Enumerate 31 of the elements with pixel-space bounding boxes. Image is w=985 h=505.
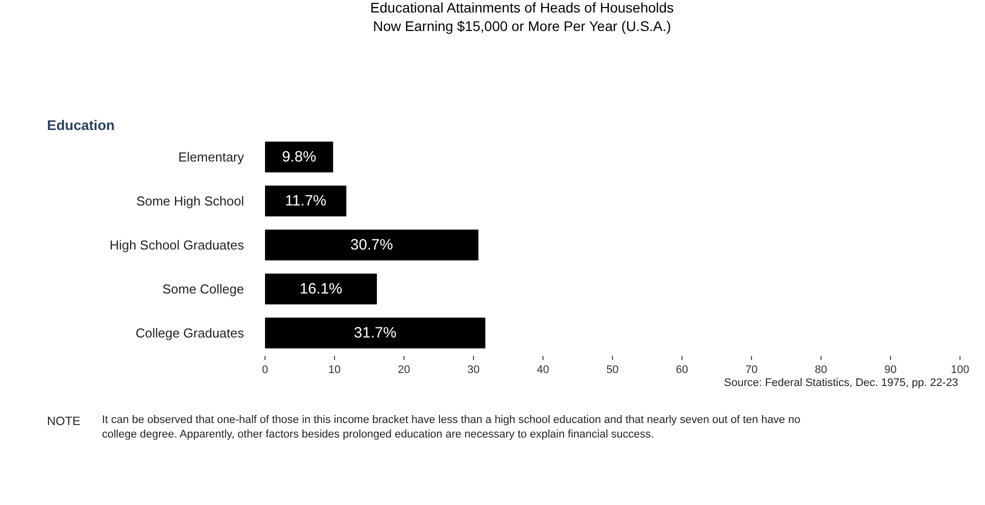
x-tick-label: 20 xyxy=(398,364,410,376)
y-tick-label: Some High School xyxy=(136,194,244,209)
bar xyxy=(265,230,478,260)
x-tick-label: 80 xyxy=(814,364,828,376)
text: It can be observed that one-half of those in this income bracket have less than a high school education and that nearly seven out of ten have no college degree. Apparently, other factors besides prolonged education are necessary to explain financial success. xyxy=(102,414,800,440)
data-label: 30.7% xyxy=(350,236,393,254)
x-tick-label: 40 xyxy=(536,364,550,376)
x-tick-label: 70 xyxy=(745,364,758,376)
data-label: 11.7% xyxy=(284,192,326,210)
x-tick-label: 10 xyxy=(328,364,341,376)
chart-title: Educational Attainments of Heads of Households Now Earning $15,000 or More Per Year (U.S.A.) xyxy=(370,0,674,34)
bar xyxy=(265,274,377,304)
bar xyxy=(265,318,486,348)
data-label: 16.1% xyxy=(300,280,342,298)
x-tick-label: 30 xyxy=(467,364,480,376)
x-tick-label: 100 xyxy=(950,364,970,376)
y-tick-label: Some College xyxy=(162,282,244,297)
text: NOTE xyxy=(47,414,80,428)
y-tick-label: College Graduates xyxy=(136,326,244,341)
bar xyxy=(265,186,346,216)
x-tick-label: 0 xyxy=(262,364,268,376)
y-axis-title: Education xyxy=(47,117,115,133)
data-label: 9.8% xyxy=(282,148,316,166)
x-tick-label: 60 xyxy=(676,364,688,376)
x-tick-label: 90 xyxy=(884,364,897,376)
y-tick-label: Elementary xyxy=(178,150,244,165)
source-note: Source: Federal Statistics, Dec. 1975, pp. 22-23 xyxy=(724,377,958,389)
y-tick-label: High School Graduates xyxy=(110,238,244,253)
x-tick-label: 50 xyxy=(606,364,619,376)
data-label: 31.7% xyxy=(354,324,396,342)
bar xyxy=(265,142,334,172)
